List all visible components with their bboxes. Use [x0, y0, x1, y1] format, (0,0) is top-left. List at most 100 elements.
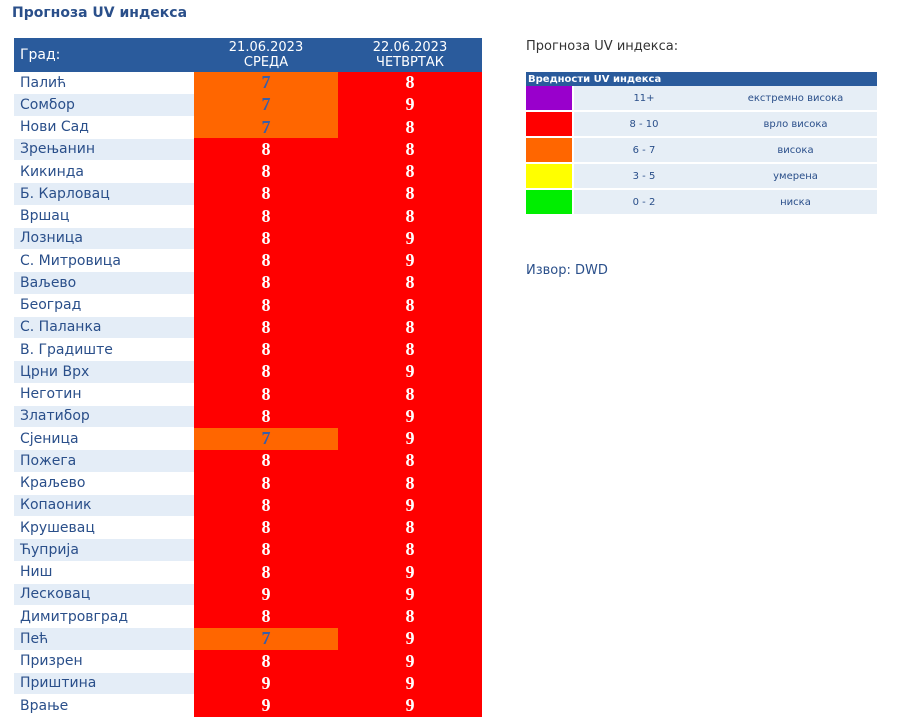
uv-value: 9 [338, 672, 482, 695]
legend-header-row: Вредности UV индекса [526, 72, 877, 86]
legend-range: 0 - 2 [573, 189, 714, 216]
city: Пећ [14, 627, 194, 651]
legend-row: 6 - 7 висока [526, 137, 877, 164]
city: Приштина [14, 672, 194, 696]
weekday: ЧЕТВРТАК [376, 55, 444, 70]
uv-value: 8 [194, 271, 338, 294]
table-row: Зрењанин 8 8 [14, 138, 482, 162]
uv-value: 8 [338, 116, 482, 139]
table-row: Сјеница 7 9 [14, 427, 482, 451]
city: Неготин [14, 383, 194, 406]
city: Призрен [14, 650, 194, 673]
uv-value: 9 [338, 561, 482, 584]
uv-value: 8 [194, 294, 338, 317]
uv-value: 9 [338, 427, 482, 450]
weekday: СРЕДА [243, 55, 289, 70]
header-row: Град: 21.06.2023 СРЕДА 22.06.2023 ЧЕТВРТАК [14, 38, 482, 72]
legend-label: висока [714, 137, 877, 164]
uv-value: 8 [194, 316, 338, 339]
legend-label: екстремно висока [714, 86, 877, 112]
legend-swatch [526, 111, 574, 138]
table-row: Ваљево 8 8 [14, 271, 482, 295]
legend-row: 11+ екстремно висока [526, 86, 877, 112]
table-row: Златибор 8 9 [14, 405, 482, 429]
uv-value: 8 [194, 516, 338, 539]
uv-value: 8 [338, 383, 482, 406]
uv-value: 8 [194, 160, 338, 183]
legend-range: 8 - 10 [573, 111, 714, 138]
uv-value: 8 [338, 449, 482, 472]
table-row: С. Паланка 8 8 [14, 316, 482, 340]
legend-row: 0 - 2 ниска [526, 189, 877, 216]
uv-value: 7 [194, 72, 338, 94]
date: 21.06.2023 [228, 40, 304, 55]
table-row: Копаоник 8 9 [14, 494, 482, 518]
uv-value: 8 [338, 516, 482, 539]
city: Ћуприја [14, 538, 194, 562]
uv-value: 9 [194, 583, 338, 606]
source: Извор: DWD [526, 263, 608, 278]
table-row: Вршац 8 8 [14, 205, 482, 228]
uv-value: 8 [338, 472, 482, 495]
city: Крушевац [14, 516, 194, 540]
legend-range: 3 - 5 [573, 163, 714, 190]
table-row: Крушевац 8 8 [14, 516, 482, 540]
table-row: Ћуприја 8 8 [14, 538, 482, 562]
day-header: 22.06.2023 ЧЕТВРТАК [338, 38, 482, 72]
uv-value: 9 [338, 583, 482, 606]
city: Пожега [14, 449, 194, 473]
uv-value: 9 [338, 694, 482, 717]
uv-value: 9 [338, 650, 482, 673]
uv-value: 9 [338, 405, 482, 428]
city: С. Митровица [14, 249, 194, 273]
date: 22.06.2023 [372, 40, 448, 55]
uv-value: 8 [194, 494, 338, 517]
table-row: Нови Сад 7 8 [14, 116, 482, 139]
uv-value: 8 [194, 138, 338, 161]
city: Зрењанин [14, 138, 194, 162]
legend-label: ниска [714, 189, 877, 216]
table-row: Приштина 9 9 [14, 672, 482, 696]
uv-value: 8 [194, 249, 338, 272]
table-row: Кикинда 8 8 [14, 160, 482, 184]
city: Краљево [14, 472, 194, 495]
uv-value: 9 [338, 227, 482, 250]
uv-value: 8 [338, 316, 482, 339]
table-row: Пећ 7 9 [14, 627, 482, 651]
table-row: Лозница 8 9 [14, 227, 482, 251]
city: Врање [14, 694, 194, 717]
uv-value: 8 [194, 650, 338, 673]
uv-value: 8 [338, 182, 482, 205]
uv-value: 8 [338, 138, 482, 161]
uv-value: 8 [338, 205, 482, 228]
legend-body: 11+ екстремно висока 8 - 10 врло висока 6 - … [526, 86, 877, 216]
table-row: Краљево 8 8 [14, 472, 482, 495]
city: Лозница [14, 227, 194, 251]
uv-value: 9 [338, 93, 482, 116]
uv-value: 8 [194, 360, 338, 383]
legend-row: 8 - 10 врло висока [526, 111, 877, 138]
table-row: Димитровград 8 8 [14, 605, 482, 629]
table-row: Лесковац 9 9 [14, 583, 482, 607]
table-row: Београд 8 8 [14, 294, 482, 317]
uv-value: 8 [338, 338, 482, 361]
uv-value: 7 [194, 93, 338, 116]
uv-value: 8 [194, 182, 338, 205]
uv-value: 8 [338, 271, 482, 294]
legend-label: умерена [714, 163, 877, 190]
uv-value: 8 [194, 227, 338, 250]
city: Ваљево [14, 271, 194, 295]
city: Лесковац [14, 583, 194, 607]
table-row: Сомбор 7 9 [14, 93, 482, 117]
uv-value: 9 [338, 360, 482, 383]
table-row: С. Митровица 8 9 [14, 249, 482, 273]
uv-value: 8 [338, 538, 482, 561]
city: Б. Карловац [14, 182, 194, 206]
legend-row: 3 - 5 умерена [526, 163, 877, 190]
uv-value: 8 [194, 449, 338, 472]
uv-value: 7 [194, 427, 338, 450]
legend-table: Вредности UV индекса 11+ екстремно висока… [526, 72, 877, 216]
legend-header: Вредности UV индекса [526, 72, 877, 86]
table-row: Б. Карловац 8 8 [14, 182, 482, 206]
uv-value: 8 [338, 72, 482, 94]
